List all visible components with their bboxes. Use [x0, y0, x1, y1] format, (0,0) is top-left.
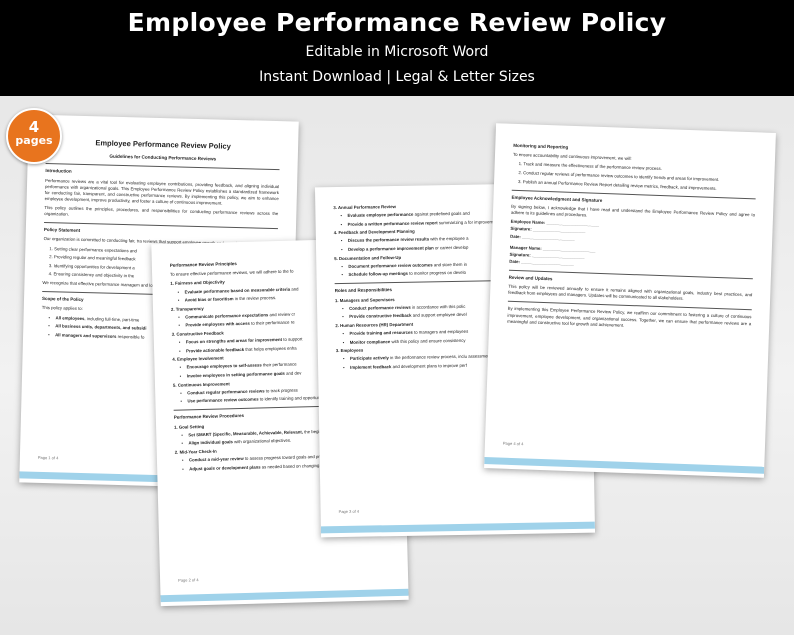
title-text: Employee Performance Review Policy [95, 138, 231, 151]
bullet-bold: Avoid bias or favoritism [184, 296, 234, 303]
bullet-bold: Adjust goals or development plans [189, 464, 261, 472]
bullet-bold: Communicate performance expectations [185, 312, 269, 320]
bullet-text: and review cr [268, 311, 296, 318]
bullet-text: with organizational objectives. [232, 438, 292, 445]
bullet-text: that helps employees enha [244, 345, 297, 352]
header-line: Instant Download | Legal & Letter Sizes [259, 69, 535, 85]
bullet-bold: Provide employees with access [185, 321, 250, 328]
bullet-bold: Participate actively [349, 355, 389, 362]
bullet-bold: All business units, departments, and sub… [55, 323, 147, 331]
bullet-text: or career develop [433, 244, 469, 251]
bullet-bold: Set SMART (Specific, Measurable, Achieva… [188, 429, 304, 438]
bullet-text: against predefined goals and [413, 210, 470, 217]
bullet-text: and support employee devel [411, 312, 467, 319]
badge-label: pages [15, 134, 53, 147]
bullet-bold: Provide actionable feedback [186, 346, 245, 354]
bullet-text: to track progress [264, 387, 298, 394]
footer-bar [160, 588, 409, 603]
bullet-bold: Evaluate employee performance [347, 211, 414, 218]
subtitle-text: Guidelines for Conducting Performance Re… [109, 153, 217, 162]
bullet-text: their performance [261, 361, 297, 368]
bullet-bold: Document performance review outcomes [348, 262, 433, 269]
bullet-text: and [290, 286, 299, 292]
bullet-bold: Evaluate performance based on measurable… [184, 286, 291, 295]
bullet-bold: Implement feedback [350, 364, 392, 370]
bullet-text: to their performance re [249, 320, 295, 327]
page-number: Page 3 of 4 [338, 509, 360, 515]
bullet-text: in accordance with this polic [410, 303, 466, 310]
bullet-text: , including full-time, part-time [84, 315, 140, 322]
bullet-text: with the employee a [429, 236, 469, 242]
bullet-text: and development plans to improve perf [391, 362, 467, 370]
bullet-bold: All employees [55, 314, 85, 321]
bullet-bold: Align individual goals [188, 439, 233, 446]
header-line: Editable in Microsoft Word [305, 44, 489, 60]
page-number: Page 1 of 4 [37, 455, 59, 461]
footer-bar [320, 521, 595, 534]
bullet-text: summarizing a for improvement. [437, 218, 501, 225]
text-text: By implementing this Employee Performanc… [507, 306, 752, 328]
bullet-bold: Conduct performance reviews [349, 304, 411, 311]
text-text: Performance reviews are a vital tool for… [44, 177, 280, 206]
bullet-bold: Focus on strengths and areas for improve… [185, 337, 283, 345]
bullet-bold: Involve employees in setting performance… [186, 370, 285, 379]
bullet-text: with this policy and ensure consistency [390, 337, 466, 344]
header-banner: Employee Performance Review Policy Edita… [0, 0, 794, 96]
bullet-bold: Provide training and resources [349, 329, 413, 336]
bullet-text: in the review process. [233, 295, 277, 302]
bullet-bold: Provide a written performance review rep… [347, 219, 438, 227]
bullet-text: to managers and employees [412, 328, 469, 335]
bullet-bold: Encourage employees to self-assess [186, 362, 262, 370]
bullet-bold: Conduct regular performance reviews [187, 388, 265, 396]
page-number: Page 2 of 4 [178, 577, 199, 584]
bullet-text: and store them in [432, 261, 468, 268]
bullet-text: to support [282, 336, 303, 343]
bullet-bold: Discuss the performance review results [347, 236, 430, 244]
text-text: This policy outlines the principles, pro… [44, 204, 279, 217]
header-title: Employee Performance Review Policy [127, 8, 667, 37]
bullet-bold: Monitor compliance [349, 338, 391, 345]
bullet-bold: Schedule follow-up meetings [348, 271, 408, 278]
page-number: Page 4 of 4 [502, 440, 524, 447]
bullet-bold: Provide constructive feedback [349, 313, 412, 320]
bullet-bold: All managers and supervisors [55, 331, 117, 339]
bullet-bold: Develop a performance improvement plan [348, 245, 434, 252]
badge-number: 4 [28, 118, 40, 136]
bullet-bold: Conduct a mid-year review [188, 456, 244, 463]
bullet-text: responsible fo [116, 333, 145, 340]
page-count-badge: 4 pages [6, 108, 62, 164]
document-page: Monitoring and Reporting To ensure accoun… [484, 123, 776, 478]
bullet-bold: Use performance review outcomes [187, 396, 259, 404]
bullet-text: and dev [284, 370, 302, 376]
bullet-text: in the performance review process, inclu… [388, 353, 493, 361]
bullet-text: to monitor progress on develo [407, 270, 467, 277]
